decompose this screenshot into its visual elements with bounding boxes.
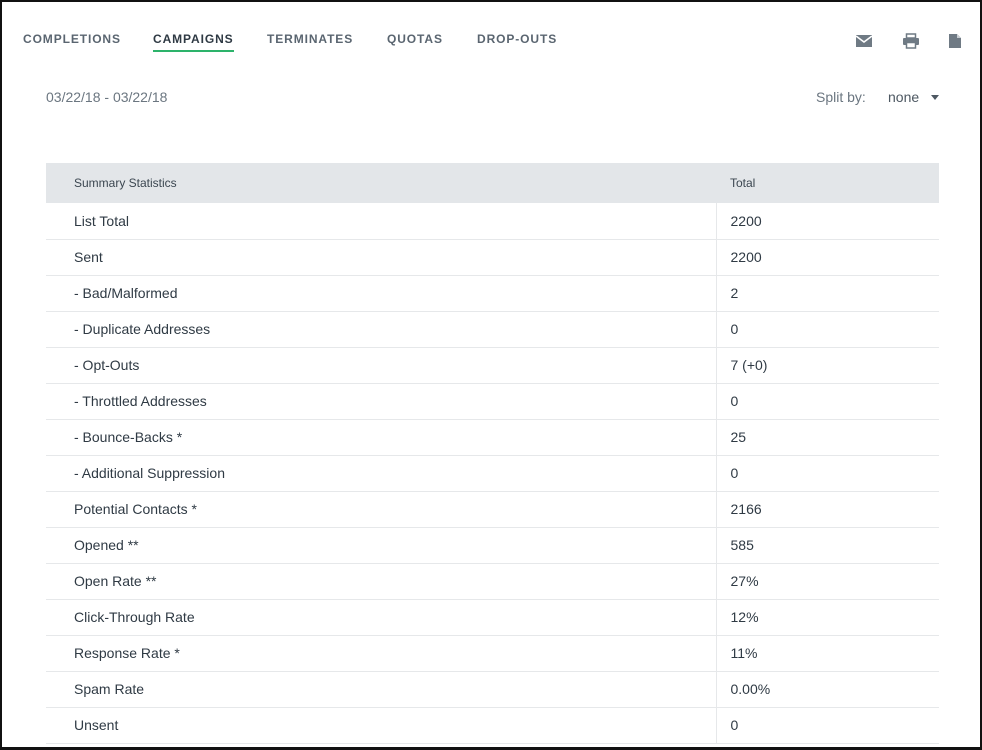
table-row: Spam Rate 0.00% [46,671,939,707]
row-total: 7 (+0) [715,347,939,383]
report-tabs: COMPLETIONS CAMPAIGNS TERMINATES QUOTAS … [2,2,980,62]
row-label: Opened ** [74,537,139,553]
table-row: List Total 2200 [46,203,939,239]
document-icon[interactable] [948,33,962,49]
row-total: 0 [715,455,939,491]
split-by-label: Split by: [816,89,866,105]
row-total: 12% [715,599,939,635]
table-body: List Total 2200 Sent 2200- Bad/Malformed 2- … [46,203,939,743]
table-row: - Opt-Outs 7 (+0) [46,347,939,383]
row-label: - Additional Suppression [74,465,225,481]
table-row: Unsent 0 [46,707,939,743]
active-tab-indicator [153,50,234,52]
printer-icon[interactable] [902,33,920,49]
row-total: 585 [715,527,939,563]
row-label: Unsent [74,717,119,733]
summary-statistics-table: Summary Statistics Total List Total 2200 S… [46,163,939,744]
row-total: 2200 [715,203,939,239]
tab-quotas[interactable]: QUOTAS [387,32,443,46]
row-label: - Throttled Addresses [74,393,207,409]
row-label: - Opt-Outs [74,357,140,373]
table-row: - Duplicate Addresses 0 [46,311,939,347]
table-row: Response Rate * 11% [46,635,939,671]
table-row: Click-Through Rate 12% [46,599,939,635]
column-header-summary: Summary Statistics [74,176,177,190]
table-row: Opened ** 585 [46,527,939,563]
table-row: - Additional Suppression 0 [46,455,939,491]
row-label: Open Rate ** [74,573,157,589]
row-total: 2 [715,275,939,311]
split-by-select[interactable]: none [888,89,920,105]
row-label: - Bad/Malformed [74,285,178,301]
tab-campaigns-label: CAMPAIGNS [153,32,234,46]
row-total: 2200 [715,239,939,275]
row-total: 25 [715,419,939,455]
date-range: 03/22/18 - 03/22/18 [46,89,168,105]
table-row: - Bounce-Backs * 25 [46,419,939,455]
row-label: Sent [74,249,103,265]
row-label: Response Rate * [74,645,180,661]
row-label: - Bounce-Backs * [74,429,183,445]
row-label: - Duplicate Addresses [74,321,211,337]
row-total: 0.00% [715,671,939,707]
table-row: - Bad/Malformed 2 [46,275,939,311]
chevron-down-icon[interactable] [931,95,939,100]
table-header-row: Summary Statistics Total [46,163,939,203]
column-header-total: Total [730,176,756,190]
tab-terminates[interactable]: TERMINATES [267,32,354,46]
row-total: 11% [715,635,939,671]
row-total: 2166 [715,491,939,527]
row-total: 0 [715,383,939,419]
table-row: Open Rate ** 27% [46,563,939,599]
row-label: Spam Rate [74,681,145,697]
tab-drop-outs[interactable]: DROP-OUTS [477,32,558,46]
row-label: Click-Through Rate [74,609,195,625]
row-label: Potential Contacts * [74,501,197,517]
tab-campaigns[interactable]: CAMPAIGNS [153,32,234,52]
tab-completions[interactable]: COMPLETIONS [23,32,121,46]
row-total: 27% [715,563,939,599]
table-row: Potential Contacts * 2166 [46,491,939,527]
envelope-icon[interactable] [855,33,873,49]
row-label: List Total [74,212,129,229]
table-row: Sent 2200 [46,239,939,275]
table-row: - Throttled Addresses 0 [46,383,939,419]
row-total: 0 [715,707,939,743]
row-total: 0 [715,311,939,347]
